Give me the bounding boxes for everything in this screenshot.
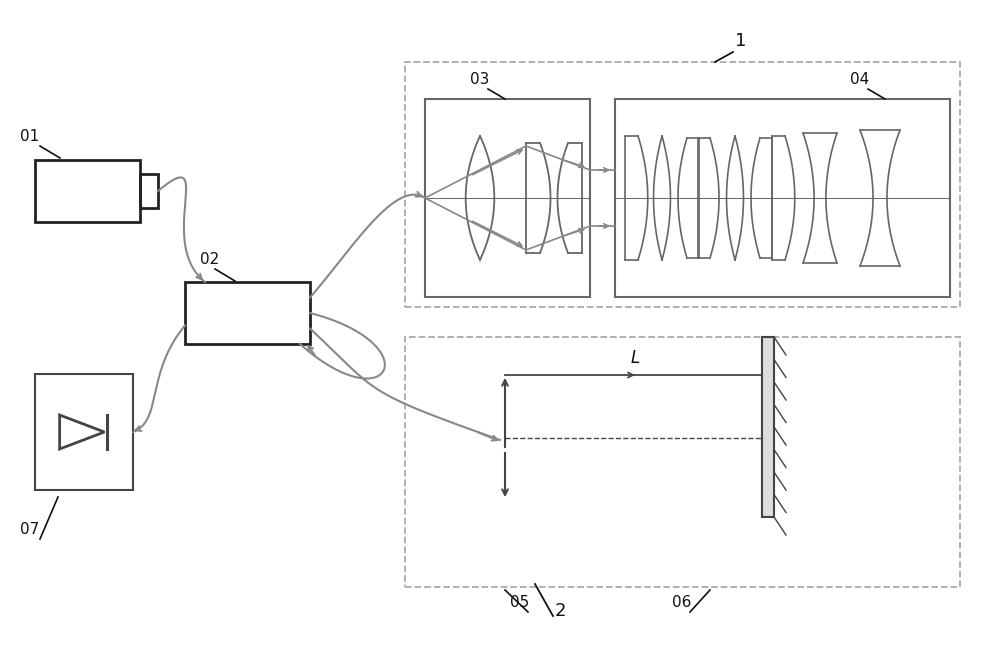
Text: 07: 07 — [20, 522, 39, 537]
Text: 03: 03 — [470, 72, 489, 87]
Bar — [405, 337, 960, 587]
Text: 2: 2 — [555, 602, 566, 620]
Text: 01: 01 — [20, 129, 39, 144]
Bar — [425, 99, 590, 297]
Text: 1: 1 — [735, 32, 746, 50]
Bar — [762, 337, 774, 517]
Text: 06: 06 — [672, 595, 691, 610]
Bar — [615, 99, 950, 297]
Bar — [35, 160, 140, 222]
Bar — [140, 174, 158, 208]
Bar — [185, 282, 310, 344]
Text: 05: 05 — [510, 595, 529, 610]
Text: L: L — [630, 349, 640, 367]
Bar — [405, 62, 960, 307]
Text: 04: 04 — [850, 72, 869, 87]
Text: 02: 02 — [200, 252, 219, 267]
Bar — [35, 374, 133, 490]
